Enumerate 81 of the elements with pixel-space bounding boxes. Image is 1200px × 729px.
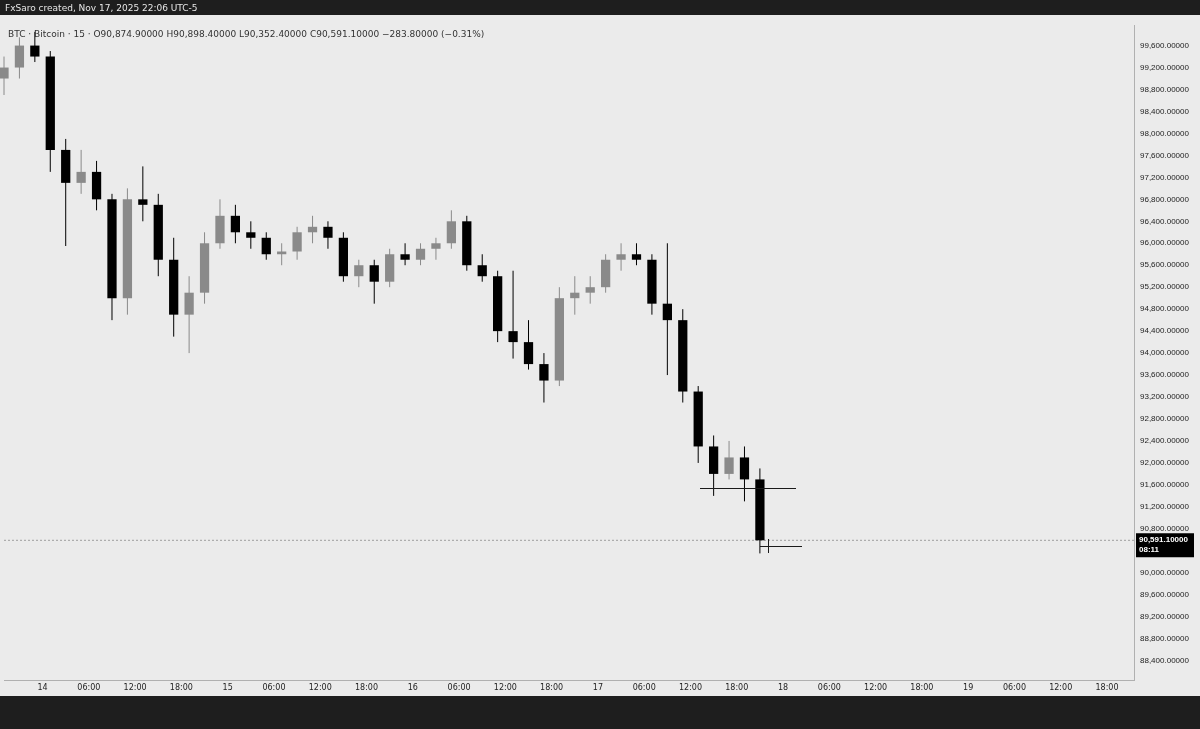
x-tick-label: 06:00 (817, 683, 841, 693)
x-tick-label: 06:00 (1002, 683, 1026, 693)
x-tick-label: 12:00 (1049, 683, 1073, 693)
x-tick-label: 18 (777, 683, 789, 693)
x-tick-label: 18:00 (354, 683, 379, 693)
x-tick-label: 18:00 (910, 683, 934, 693)
candlestick (323, 220, 333, 250)
candlestick (631, 242, 642, 266)
y-tick-label: 93,600.00000 (1140, 370, 1190, 380)
x-tick-label: 12:00 (123, 683, 147, 693)
x-tick-label: 12:00 (493, 683, 517, 693)
candlestick (585, 275, 595, 305)
y-tick-label: 96,800.00000 (1140, 194, 1190, 204)
y-tick-label: 97,600.00000 (1140, 150, 1190, 160)
y-tick-label: 95,200.00000 (1140, 282, 1190, 292)
x-tick-label: 18:00 (1095, 683, 1119, 693)
y-tick-label: 94,400.00000 (1140, 326, 1190, 336)
y-tick-label: 89,200.00000 (1140, 611, 1190, 621)
x-tick-label: 15 (222, 683, 233, 693)
candlestick (400, 242, 410, 266)
x-tick-label: 17 (592, 683, 604, 693)
y-tick-label: 99,200.00000 (1140, 62, 1190, 72)
x-tick-label: 18:00 (725, 683, 749, 693)
y-tick-label: 93,200.00000 (1140, 392, 1190, 402)
candlestick (184, 275, 194, 354)
y-tick-label: 90,000.00000 (1140, 567, 1190, 577)
y-tick-label: 99,600.00000 (1140, 40, 1190, 50)
y-tick-label: 88,800.00000 (1140, 633, 1190, 643)
candlestick (261, 231, 271, 261)
y-tick-label: 91,600.00000 (1140, 480, 1190, 490)
y-tick-label: 90,800.00000 (1140, 524, 1190, 534)
x-tick-label: 18:00 (540, 683, 564, 693)
candlestick (0, 56, 9, 96)
x-tick-label: 12:00 (864, 683, 888, 693)
y-tick-label: 92,400.00000 (1140, 436, 1190, 446)
y-tick-label: 94,000.00000 (1140, 348, 1190, 358)
y-tick-label: 88,400.00000 (1140, 655, 1190, 665)
x-tick-label: 19 (963, 683, 974, 693)
candlestick (76, 149, 86, 195)
x-tick-label: 18:00 (169, 683, 193, 693)
y-tick-label: 91,200.00000 (1140, 502, 1190, 512)
candlestick (446, 209, 456, 250)
x-tick-label: 06:00 (77, 683, 101, 693)
x-tick-label: 16 (407, 683, 418, 693)
candlestick (523, 319, 534, 371)
chart-title: BTC · Bitcoin · 15 · O90,874.90000 H90,898.40000 L90,352.40000 C90,591.10000 −283.80000 (−0.31%) (8, 28, 485, 39)
candlestick (431, 237, 441, 261)
candlestick (415, 242, 426, 266)
y-tick-label: 89,600.00000 (1140, 589, 1190, 599)
candlestick (292, 226, 302, 261)
y-tick-label: 95,600.00000 (1140, 260, 1190, 270)
x-tick-label: 06:00 (262, 683, 286, 693)
y-tick-label: 97,200.00000 (1140, 172, 1190, 182)
y-tick-label: 94,800.00000 (1140, 304, 1190, 314)
ref-line-label: 90,591.10000 08:11 (1139, 534, 1189, 554)
y-tick-label: 98,000.00000 (1140, 128, 1190, 138)
candlestick (14, 36, 25, 80)
y-tick-label: 98,400.00000 (1140, 106, 1190, 116)
candlestick (138, 165, 148, 222)
x-tick-label: 06:00 (447, 683, 471, 693)
candlestick (369, 259, 379, 305)
candlestick (662, 242, 672, 376)
x-tick-label: 06:00 (632, 683, 656, 693)
y-tick-label: 98,800.00000 (1140, 84, 1190, 94)
candlestick (616, 242, 626, 272)
candlestick (246, 220, 256, 250)
x-tick-label: 14 (37, 683, 48, 693)
candlestick (477, 253, 487, 283)
y-tick-label: 96,000.00000 (1140, 238, 1190, 248)
candlestick (724, 440, 734, 480)
text: FxSaro created, Nov 17, 2025 22:06 UTC-5 (5, 2, 198, 15)
candlestick (354, 259, 364, 288)
x-tick-label: 12:00 (308, 683, 332, 693)
candlestick (230, 204, 241, 244)
y-tick-label: 92,800.00000 (1140, 414, 1190, 424)
x-tick-label: 12:00 (678, 683, 703, 693)
y-tick-label: 96,400.00000 (1140, 216, 1190, 226)
candlestick (539, 352, 549, 404)
y-tick-label: 92,000.00000 (1140, 458, 1190, 468)
candlestick (508, 270, 518, 360)
candlestick (739, 445, 750, 502)
